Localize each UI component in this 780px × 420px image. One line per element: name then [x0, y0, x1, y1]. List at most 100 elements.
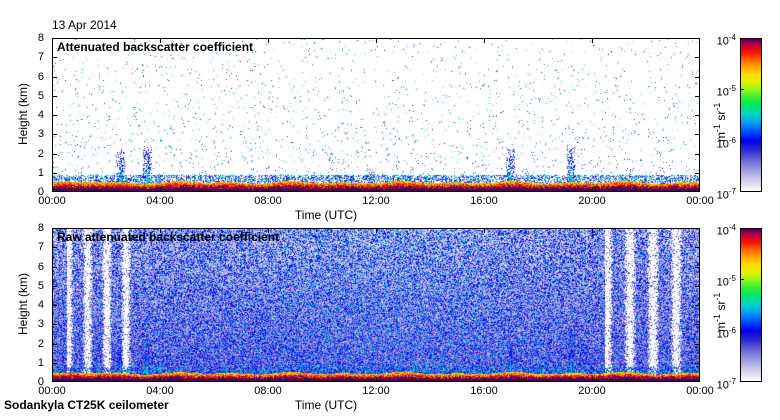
- x-tick-mark: [160, 187, 161, 192]
- x-tick-label: 04:00: [146, 195, 174, 207]
- y-tick-label: 1: [37, 166, 44, 179]
- y-tick-mark: [695, 267, 700, 268]
- y-tick-mark: [52, 286, 57, 287]
- y-tick-label: 3: [37, 128, 44, 141]
- y-tick-mark: [52, 363, 57, 364]
- y-tick-mark: [52, 57, 57, 58]
- y-tick-mark: [52, 173, 57, 174]
- y-tick-mark: [695, 57, 700, 58]
- y-tick-label: 4: [37, 299, 44, 311]
- x-tick-label: 16:00: [470, 385, 498, 397]
- x-tick-label: 12:00: [362, 195, 390, 207]
- plot-area-raw-attenuated-backscatter: Raw attenuated backscatter coefficient: [52, 228, 700, 382]
- x-axis-label-top: Time (UTC): [294, 208, 358, 222]
- colorbar-top: [740, 38, 762, 192]
- x-tick-mark: [592, 377, 593, 382]
- x-tick-mark: [160, 228, 161, 233]
- x-tick-mark: [268, 228, 269, 233]
- y-tick-mark: [52, 154, 57, 155]
- y-tick-label: 6: [37, 70, 44, 83]
- y-tick-label: 8: [37, 222, 44, 234]
- colorbar-tick-label: 10-7: [716, 377, 736, 392]
- y-axis-label-top: Height (km): [16, 82, 30, 145]
- footer-instrument-label: Sodankyla CT25K ceilometer: [4, 398, 169, 412]
- y-tick-label: 5: [37, 279, 44, 292]
- x-tick-mark: [592, 187, 593, 192]
- y-tick-mark: [52, 344, 57, 345]
- x-tick-mark: [376, 228, 377, 233]
- y-tick-label: 7: [37, 241, 44, 254]
- colorbar-tick-label: 10-7: [716, 187, 736, 202]
- y-tick-mark: [52, 115, 57, 116]
- y-tick-mark: [52, 305, 57, 306]
- y-tick-label: 3: [37, 318, 44, 331]
- y-tick-label: 5: [37, 89, 44, 102]
- y-axis-label-bottom: Height (km): [16, 272, 30, 335]
- x-tick-mark: [268, 377, 269, 382]
- x-tick-mark: [592, 38, 593, 43]
- y-tick-label: 0: [37, 186, 44, 198]
- y-tick-label: 6: [37, 260, 44, 273]
- y-tick-mark: [695, 115, 700, 116]
- x-tick-mark: [160, 377, 161, 382]
- y-tick-mark: [695, 324, 700, 325]
- y-tick-mark: [695, 77, 700, 78]
- y-tick-mark: [52, 96, 57, 97]
- y-tick-mark: [52, 267, 57, 268]
- colorbar-tick-label: 10-5: [716, 274, 736, 289]
- x-tick-label: 20:00: [578, 195, 606, 207]
- colorbar-tick-label: 10-6: [716, 325, 736, 341]
- x-tick-mark: [484, 187, 485, 192]
- colorbar-tick-mark: [740, 141, 744, 142]
- y-tick-mark: [52, 324, 57, 325]
- x-tick-mark: [376, 38, 377, 43]
- colorbar-tick-mark: [740, 331, 744, 332]
- heatmap-attenuated-backscatter: [53, 39, 699, 191]
- y-tick-mark: [695, 96, 700, 97]
- y-tick-mark: [695, 286, 700, 287]
- x-tick-mark: [484, 38, 485, 43]
- y-tick-label: 2: [37, 337, 44, 350]
- colorbar-bottom: [740, 228, 762, 382]
- colorbar-tick-label: 10-4: [716, 223, 736, 238]
- y-tick-label: 4: [37, 109, 44, 121]
- y-tick-mark: [52, 247, 57, 248]
- x-tick-mark: [268, 187, 269, 192]
- x-tick-mark: [484, 377, 485, 382]
- x-tick-mark: [484, 228, 485, 233]
- x-tick-mark: [376, 377, 377, 382]
- y-tick-mark: [695, 247, 700, 248]
- x-tick-label: 08:00: [254, 195, 282, 207]
- x-tick-label: 00:00: [686, 195, 714, 207]
- colorbar-tick-label: 10-5: [716, 84, 736, 99]
- x-tick-label: 00:00: [38, 385, 66, 397]
- colorbar-unit-top: m-1 sr-1: [712, 102, 728, 142]
- panel-title-attenuated: Attenuated backscatter coefficient: [57, 40, 254, 54]
- y-tick-label: 2: [37, 147, 44, 160]
- y-tick-label: 7: [37, 51, 44, 64]
- heatmap-raw-attenuated-backscatter: [53, 229, 699, 381]
- x-tick-label: 00:00: [686, 385, 714, 397]
- x-tick-mark: [376, 187, 377, 192]
- y-tick-label: 0: [37, 376, 44, 388]
- y-tick-mark: [695, 134, 700, 135]
- y-tick-mark: [695, 154, 700, 155]
- x-axis-label-bottom: Time (UTC): [294, 398, 358, 412]
- y-tick-mark: [695, 344, 700, 345]
- y-tick-mark: [695, 305, 700, 306]
- x-tick-label: 08:00: [254, 385, 282, 397]
- y-tick-mark: [695, 173, 700, 174]
- y-tick-label: 8: [37, 32, 44, 44]
- x-tick-label: 20:00: [578, 385, 606, 397]
- date-label: 13 Apr 2014: [52, 18, 117, 32]
- x-tick-label: 04:00: [146, 385, 174, 397]
- colorbar-tick-label: 10-4: [716, 33, 736, 48]
- y-tick-mark: [695, 363, 700, 364]
- plot-area-attenuated-backscatter: Attenuated backscatter coefficient: [52, 38, 700, 192]
- x-tick-mark: [160, 38, 161, 43]
- colorbar-tick-mark: [740, 279, 744, 280]
- panel-title-raw: Raw attenuated backscatter coefficient: [57, 230, 280, 244]
- y-tick-mark: [52, 77, 57, 78]
- colorbar-tick-mark: [740, 89, 744, 90]
